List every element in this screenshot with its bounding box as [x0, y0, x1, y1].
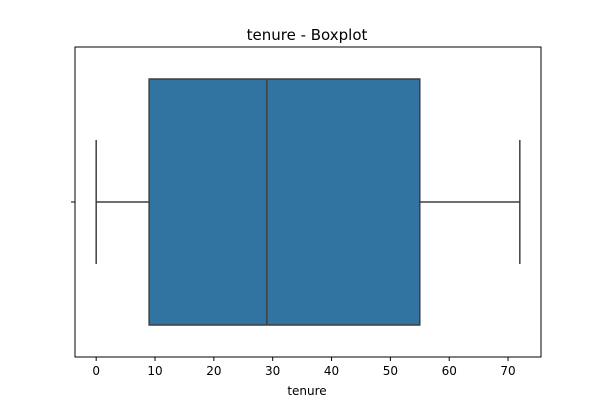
x-tick-label: 70: [500, 364, 515, 378]
x-tick-label: 40: [324, 364, 339, 378]
x-tick-label: 30: [265, 364, 280, 378]
x-tick-label: 0: [92, 364, 100, 378]
chart-title: tenure - Boxplot: [247, 26, 368, 44]
x-tick-label: 60: [442, 364, 457, 378]
x-axis-label: tenure: [287, 384, 326, 398]
plot-area: 0 10 20 30 40 50 60 70: [71, 46, 542, 378]
iqr-box: [148, 78, 421, 326]
x-tick-label: 10: [147, 364, 162, 378]
x-tick-label: 50: [383, 364, 398, 378]
x-tick-label: 20: [206, 364, 221, 378]
